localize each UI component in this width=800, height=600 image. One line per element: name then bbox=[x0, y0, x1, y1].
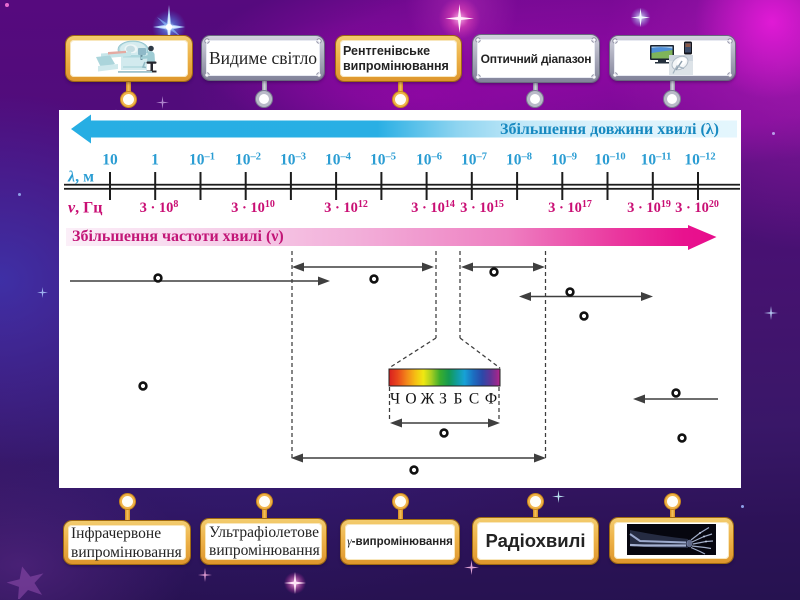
svg-text:10–5: 10–5 bbox=[370, 152, 396, 169]
svg-text:3 · 1010: 3 · 1010 bbox=[231, 199, 275, 216]
svg-text:10–11: 10–11 bbox=[641, 152, 672, 169]
svg-text:10–9: 10–9 bbox=[551, 152, 577, 169]
svg-text:10–10: 10–10 bbox=[594, 152, 625, 169]
svg-text:1: 1 bbox=[151, 152, 159, 169]
svg-text:10–3: 10–3 bbox=[280, 152, 306, 169]
svg-text:3 · 1017: 3 · 1017 bbox=[548, 199, 592, 216]
svg-text:Збільшення довжини хвилі (λ): Збільшення довжини хвилі (λ) bbox=[500, 121, 719, 138]
svg-text:10–7: 10–7 bbox=[461, 152, 487, 169]
svg-text:3 · 1015: 3 · 1015 bbox=[460, 199, 504, 216]
svg-text:3 · 1014: 3 · 1014 bbox=[411, 199, 455, 216]
svg-text:3 · 1020: 3 · 1020 bbox=[675, 199, 719, 216]
svg-text:10: 10 bbox=[102, 152, 118, 169]
svg-text:С: С bbox=[469, 391, 479, 408]
svg-text:10–1: 10–1 bbox=[189, 152, 215, 169]
svg-text:10–8: 10–8 bbox=[506, 152, 532, 169]
svg-text:3 · 1019: 3 · 1019 bbox=[627, 199, 671, 216]
svg-text:λ, м: λ, м bbox=[67, 169, 94, 186]
svg-text:3 · 108: 3 · 108 bbox=[140, 199, 179, 216]
svg-text:О: О bbox=[405, 391, 416, 408]
svg-text:Б: Б bbox=[454, 391, 463, 408]
svg-text:З: З bbox=[439, 391, 447, 408]
svg-text:10–2: 10–2 bbox=[235, 152, 261, 169]
svg-text:10–12: 10–12 bbox=[684, 152, 715, 169]
svg-text:Ж: Ж bbox=[421, 391, 435, 408]
svg-text:Ч: Ч bbox=[390, 391, 400, 408]
svg-text:10–4: 10–4 bbox=[325, 152, 352, 169]
svg-text:ν, Гц: ν, Гц bbox=[68, 200, 103, 217]
svg-text:Ф: Ф bbox=[485, 391, 497, 408]
svg-text:Збільшення частоти хвилі (ν): Збільшення частоти хвилі (ν) bbox=[72, 228, 284, 245]
svg-text:3 · 1012: 3 · 1012 bbox=[324, 199, 368, 216]
svg-text:10–6: 10–6 bbox=[416, 152, 442, 169]
